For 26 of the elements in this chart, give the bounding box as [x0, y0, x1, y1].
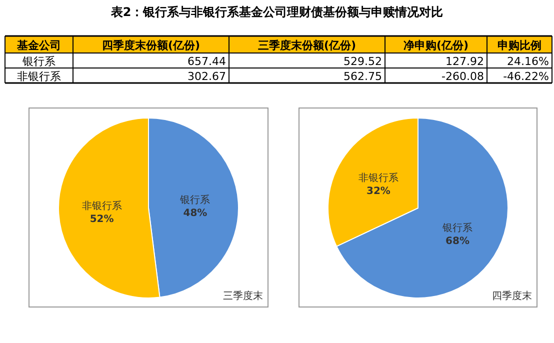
category-label: 净申购(亿份)	[403, 39, 469, 52]
data-label: 52%	[90, 214, 114, 225]
category-label: 申购比例	[498, 39, 542, 52]
data-label: 32%	[366, 186, 390, 197]
data-label: 48%	[183, 208, 208, 220]
slice-label: 非银行系	[82, 200, 122, 212]
data-label: 68%	[446, 236, 470, 248]
text: 657.44	[188, 55, 226, 68]
category-label: 三季度末份额(亿份)	[258, 39, 356, 52]
category-label: 四季度末份额(亿份)	[102, 39, 200, 52]
text: 非银行系	[17, 70, 61, 83]
text: -46.22%	[503, 70, 549, 83]
text: 529.52	[344, 55, 382, 68]
category-label: 基金公司	[16, 39, 61, 52]
text: 24.16%	[507, 55, 549, 68]
text: 三季度末	[223, 290, 263, 302]
text: 127.92	[446, 55, 484, 68]
slice-label: 非银行系	[358, 172, 398, 184]
text: -260.08	[442, 70, 484, 83]
text: 302.67	[188, 70, 226, 83]
text: 银行系	[22, 55, 56, 68]
slice-label: 银行系	[179, 194, 210, 206]
text: 表2：银行系与非银行系基金公司理财债基份额与申赎情况对比	[110, 5, 444, 19]
text: 四季度末	[492, 290, 532, 302]
slice-label: 银行系	[442, 222, 473, 234]
text: 562.75	[344, 70, 382, 83]
